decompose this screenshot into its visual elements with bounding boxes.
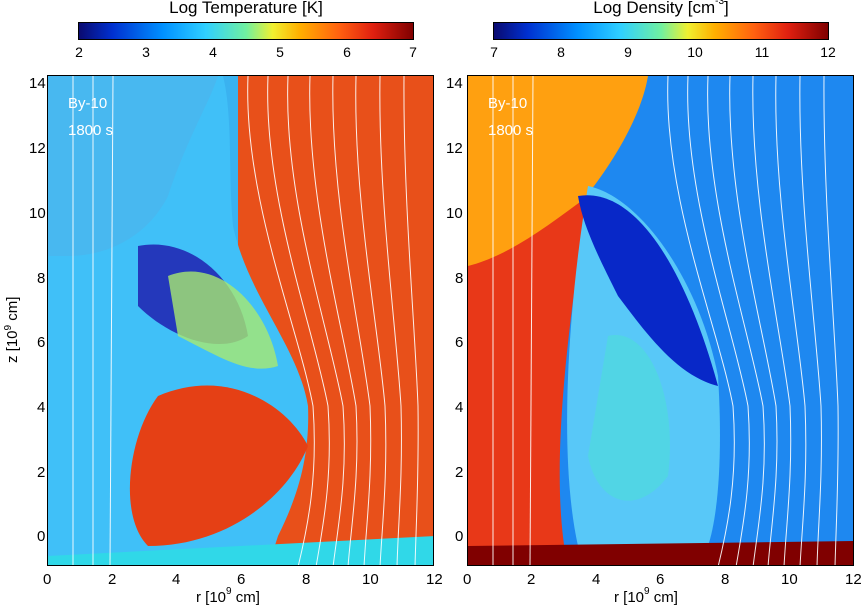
x-tick: 10 xyxy=(362,571,379,588)
x-tick: 0 xyxy=(463,571,472,588)
temperature-map-panel: By-10 1800 s xyxy=(47,75,434,566)
y-tick: 8 xyxy=(455,270,464,287)
cbar-tick: 12 xyxy=(820,44,836,60)
y-tick: 4 xyxy=(455,399,464,416)
cbar-tick: 7 xyxy=(409,44,417,60)
y-tick: 6 xyxy=(37,334,46,351)
x-tick: 6 xyxy=(656,571,665,588)
field-lines xyxy=(72,76,419,565)
y-tick: 2 xyxy=(455,464,464,481)
time-label: 1800 s xyxy=(488,122,534,139)
cbar-tick: 7 xyxy=(490,44,498,60)
temperature-colorbar xyxy=(78,22,414,40)
y-tick: 2 xyxy=(37,464,46,481)
x-tick: 2 xyxy=(527,571,536,588)
y-tick: 10 xyxy=(29,205,46,222)
density-colorbar-title: Log Density [cm-3] xyxy=(593,0,729,17)
x-tick: 10 xyxy=(781,571,798,588)
y-tick: 4 xyxy=(37,399,46,416)
case-label: By-10 xyxy=(488,95,528,112)
y-tick: 12 xyxy=(29,140,46,157)
cbar-tick: 6 xyxy=(343,44,351,60)
y-tick: 6 xyxy=(455,334,464,351)
x-axis-label-right: r [109 cm] xyxy=(614,586,678,606)
x-tick: 4 xyxy=(172,571,181,588)
cbar-tick: 10 xyxy=(687,44,703,60)
x-tick: 8 xyxy=(302,571,311,588)
x-tick: 8 xyxy=(721,571,730,588)
cbar-tick: 3 xyxy=(142,44,150,60)
x-tick: 6 xyxy=(237,571,246,588)
x-axis-label-left: r [109 cm] xyxy=(196,586,260,606)
cbar-tick: 9 xyxy=(624,44,632,60)
cbar-tick: 11 xyxy=(754,44,770,60)
cbar-tick: 4 xyxy=(209,44,217,60)
y-axis-label: z [109 cm] xyxy=(3,296,21,363)
y-tick: 0 xyxy=(37,528,46,545)
time-label: 1800 s xyxy=(68,122,114,139)
density-map-image xyxy=(468,76,853,565)
case-label: By-10 xyxy=(68,95,108,112)
density-colorbar xyxy=(493,22,829,40)
temperature-colorbar-title: Log Temperature [K] xyxy=(169,0,323,17)
y-tick: 0 xyxy=(455,528,464,545)
x-tick: 0 xyxy=(43,571,52,588)
cbar-tick: 2 xyxy=(75,44,83,60)
y-tick: 14 xyxy=(446,75,463,92)
y-tick: 10 xyxy=(446,205,463,222)
field-lines xyxy=(492,76,839,565)
cbar-tick: 5 xyxy=(276,44,284,60)
x-tick: 12 xyxy=(426,571,443,588)
temperature-map-image xyxy=(48,76,433,565)
cbar-tick: 8 xyxy=(557,44,565,60)
x-tick: 2 xyxy=(108,571,117,588)
density-map-panel: By-10 1800 s xyxy=(467,75,854,566)
x-tick: 12 xyxy=(845,571,862,588)
x-tick: 4 xyxy=(592,571,601,588)
y-tick: 12 xyxy=(446,140,463,157)
y-tick: 8 xyxy=(37,270,46,287)
y-tick: 14 xyxy=(29,75,46,92)
